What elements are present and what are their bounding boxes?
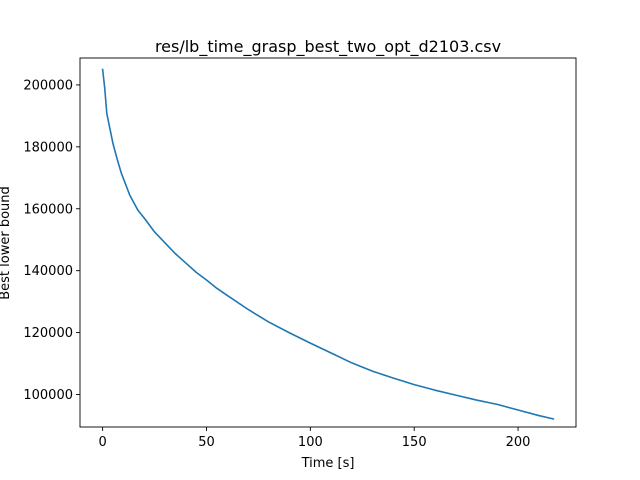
y-tick-label: 100000 bbox=[23, 388, 73, 403]
y-tick-label: 180000 bbox=[23, 140, 73, 155]
y-tick-label: 160000 bbox=[23, 202, 73, 217]
y-tick-label: 120000 bbox=[23, 326, 73, 341]
x-tick-label: 50 bbox=[198, 435, 215, 450]
y-tick-label: 140000 bbox=[23, 264, 73, 279]
y-axis-label: Best lower bound bbox=[0, 186, 13, 300]
x-tick-label: 100 bbox=[298, 435, 323, 450]
x-tick-label: 150 bbox=[402, 435, 427, 450]
x-tick-label: 0 bbox=[98, 435, 106, 450]
y-tick-label: 200000 bbox=[23, 78, 73, 93]
plot-area: 0 50 100 150 200 100000 120000 140000 160000 1800… bbox=[23, 57, 577, 450]
x-axis-label: Time [s] bbox=[301, 456, 355, 471]
axes-frame bbox=[79, 57, 577, 428]
chart-title: res/lb_time_grasp_best_two_opt_d2103.csv bbox=[155, 37, 501, 57]
x-tick-label: 200 bbox=[506, 435, 531, 450]
series-line-0 bbox=[101, 68, 555, 420]
